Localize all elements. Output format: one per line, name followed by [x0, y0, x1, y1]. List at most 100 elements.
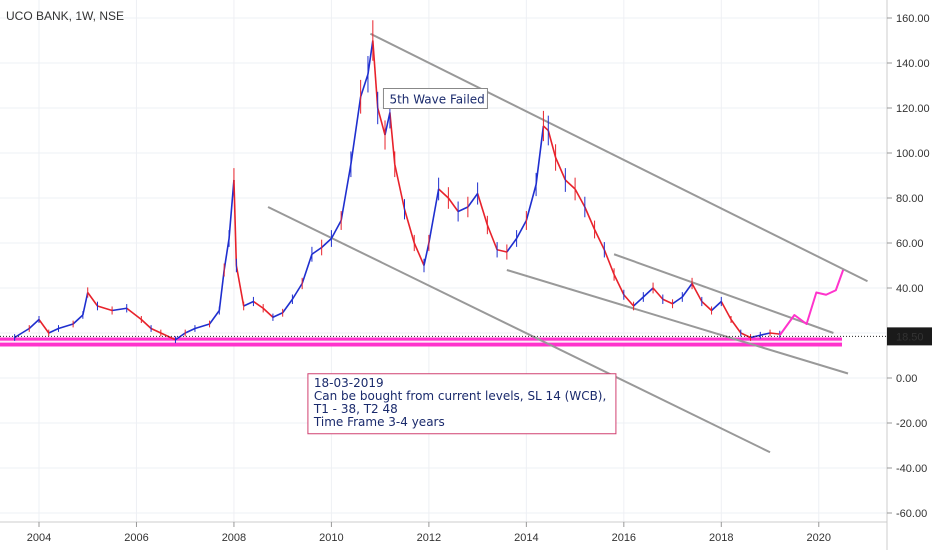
price-segment — [87, 292, 99, 307]
price-segment — [311, 246, 323, 255]
price-segment — [228, 179, 235, 239]
price-segment — [367, 40, 374, 75]
y-tick-label: -20.00 — [896, 418, 927, 430]
y-tick-label: 100.00 — [896, 148, 930, 160]
x-tick-label: 2010 — [319, 532, 343, 544]
price-segment — [760, 332, 771, 337]
price-segment — [140, 318, 152, 330]
price-segment — [564, 179, 576, 190]
wave-annotation-text: 5th Wave Failed — [389, 93, 484, 107]
price-segment — [111, 307, 127, 312]
price-segment — [403, 209, 416, 244]
price-segment — [623, 294, 635, 307]
price-segment — [642, 287, 654, 298]
price-segment — [423, 242, 430, 266]
price-segment — [384, 112, 391, 136]
x-tick-label: 2020 — [807, 532, 831, 544]
price-segment — [506, 238, 518, 253]
price-segment — [233, 179, 238, 266]
y-tick-label: 160.00 — [896, 13, 930, 25]
projection-path[interactable] — [778, 269, 845, 336]
price-segment — [372, 40, 379, 109]
price-segment — [613, 274, 625, 296]
trend-line — [369, 32, 868, 283]
price-segment — [330, 220, 342, 239]
price-segment — [282, 298, 294, 314]
price-segment — [150, 327, 162, 334]
price-segment — [235, 265, 245, 307]
price-segment — [428, 188, 440, 244]
x-tick-label: 2004 — [27, 532, 51, 544]
price-segment — [38, 319, 50, 334]
trade-note-line: 18-03-2019 — [314, 376, 384, 390]
x-tick-label: 2006 — [124, 532, 148, 544]
price-axis[interactable]: 160.00140.00120.00100.0080.0060.0040.002… — [887, 13, 930, 520]
price-segment — [82, 292, 89, 316]
price-segment — [769, 332, 780, 335]
grid — [0, 0, 887, 522]
price-segment — [603, 249, 615, 275]
price-segment — [554, 157, 567, 181]
price-segment — [58, 323, 74, 330]
price-segment — [515, 220, 528, 239]
price-segment — [321, 237, 332, 249]
price-segment — [208, 310, 220, 325]
x-tick-label: 2014 — [514, 532, 538, 544]
price-segment — [262, 307, 274, 318]
price-segment — [701, 300, 713, 312]
price-segment — [223, 238, 230, 271]
price-segment — [584, 206, 596, 230]
price-segment — [535, 125, 545, 185]
price-segment — [376, 107, 386, 136]
y-tick-label: -40.00 — [896, 463, 927, 475]
projection-line — [778, 269, 845, 336]
y-tick-label: 140.00 — [896, 58, 930, 70]
x-tick-label: 2018 — [709, 532, 733, 544]
trade-note-box — [307, 373, 617, 435]
trade-note-line: Time Frame 3-4 years — [313, 415, 445, 429]
price-segment — [467, 193, 479, 208]
x-tick-label: 2016 — [612, 532, 636, 544]
price-segment — [218, 269, 225, 311]
price-segment — [593, 229, 606, 251]
price-segment — [720, 301, 732, 320]
trend-line — [506, 269, 849, 375]
price-segment — [542, 125, 549, 132]
price-segment — [243, 300, 254, 307]
price-segment — [389, 112, 396, 165]
price-segment — [194, 323, 210, 330]
trend-lines[interactable] — [267, 32, 868, 454]
price-segment — [730, 319, 742, 334]
price-segment — [291, 283, 303, 300]
price-segment — [681, 283, 693, 298]
price-segment — [691, 283, 703, 302]
price-segment — [72, 314, 84, 325]
y-tick-label: 80.00 — [896, 193, 924, 205]
x-tick-label: 2012 — [417, 532, 441, 544]
y-tick-label: 0.00 — [896, 373, 917, 385]
trend-line — [613, 253, 834, 334]
price-series — [14, 20, 781, 344]
price-segment — [184, 327, 196, 334]
wave-annotation-box — [382, 88, 488, 109]
price-segment — [359, 74, 369, 97]
price-segment — [126, 307, 142, 321]
price-segment — [14, 327, 30, 339]
price-segment — [252, 300, 264, 309]
price-segment — [413, 242, 425, 266]
price-segment — [486, 224, 498, 251]
price-segment — [476, 193, 489, 226]
price-segment — [633, 296, 644, 307]
x-tick-label: 2008 — [222, 532, 246, 544]
price-segment — [574, 188, 586, 208]
trend-line — [267, 206, 771, 454]
price-segment — [711, 300, 722, 312]
price-segment — [340, 164, 352, 221]
trade-note-line: Can be bought from current levels, SL 14… — [314, 389, 606, 403]
time-axis[interactable]: 2004 2006 2008 2010 2012 2014 2016 2018 2020 — [27, 522, 831, 544]
y-tick-label: 40.00 — [896, 283, 924, 295]
price-segment — [525, 184, 537, 221]
price-segment — [438, 188, 449, 199]
